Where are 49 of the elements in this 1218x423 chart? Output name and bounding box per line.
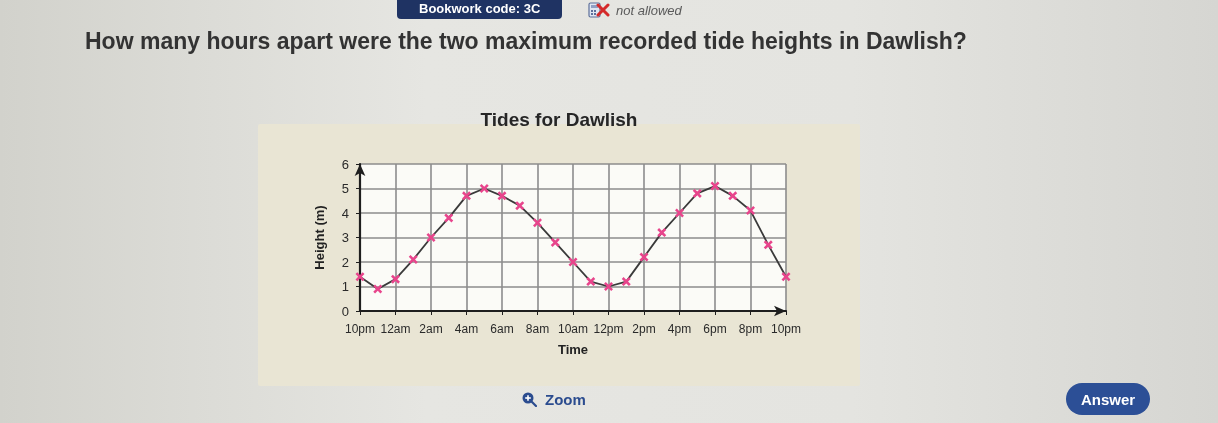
point	[479, 184, 489, 193]
x-axis-title: Time	[557, 342, 589, 357]
point	[515, 201, 525, 211]
point	[355, 272, 365, 282]
point	[462, 191, 471, 201]
text: How many hours apart were the two maximum recorded tide heights in Dawlish?	[85, 28, 967, 54]
x-tick-label: 12am	[380, 322, 411, 336]
x-tick-label: 10am	[557, 322, 589, 336]
y-tick-label: 4	[341, 205, 349, 221]
point	[781, 272, 791, 282]
x-tick-label: 12pm	[593, 322, 624, 336]
x-tick-label: 2am	[419, 322, 443, 336]
x-tick-label: 6pm	[703, 322, 727, 336]
x-tick-label: 4pm	[667, 322, 692, 336]
x-tick-label: 10pm	[770, 322, 802, 336]
chart-title: Tides for Dawlish	[480, 109, 638, 130]
point	[728, 191, 738, 201]
x-tick-label: 2pm	[632, 322, 656, 336]
y-tick-label: 0	[341, 303, 349, 319]
point	[408, 255, 418, 265]
point	[426, 233, 436, 242]
x-tick-label: 4am	[454, 322, 479, 336]
x-tick-label: 8pm	[738, 322, 763, 336]
y-tick-label: 5	[341, 181, 349, 196]
text: not allowed	[616, 2, 682, 18]
text: Zoom	[545, 391, 586, 408]
point	[586, 277, 596, 287]
y-tick-label: 3	[341, 230, 349, 245]
x-tick-label: 10pm	[344, 322, 376, 336]
point	[675, 208, 684, 218]
point	[373, 284, 383, 294]
button: Answer	[1066, 383, 1150, 415]
text: Bookwork code: 3C	[419, 1, 541, 16]
point	[444, 213, 454, 223]
point	[604, 282, 613, 291]
x-tick-label: 6am	[490, 322, 514, 336]
point	[692, 188, 702, 198]
x-tick-label: 8am	[525, 322, 550, 336]
y-tick-label: 2	[341, 254, 349, 270]
point	[621, 277, 631, 287]
y-tick-label: 6	[341, 156, 349, 172]
point	[763, 240, 773, 250]
point	[550, 237, 560, 247]
y-tick-label: 1	[341, 279, 349, 294]
point	[391, 274, 400, 284]
point	[533, 218, 542, 228]
point	[746, 206, 755, 216]
point	[657, 228, 667, 238]
y-axis-title: Height (m)	[312, 205, 327, 270]
